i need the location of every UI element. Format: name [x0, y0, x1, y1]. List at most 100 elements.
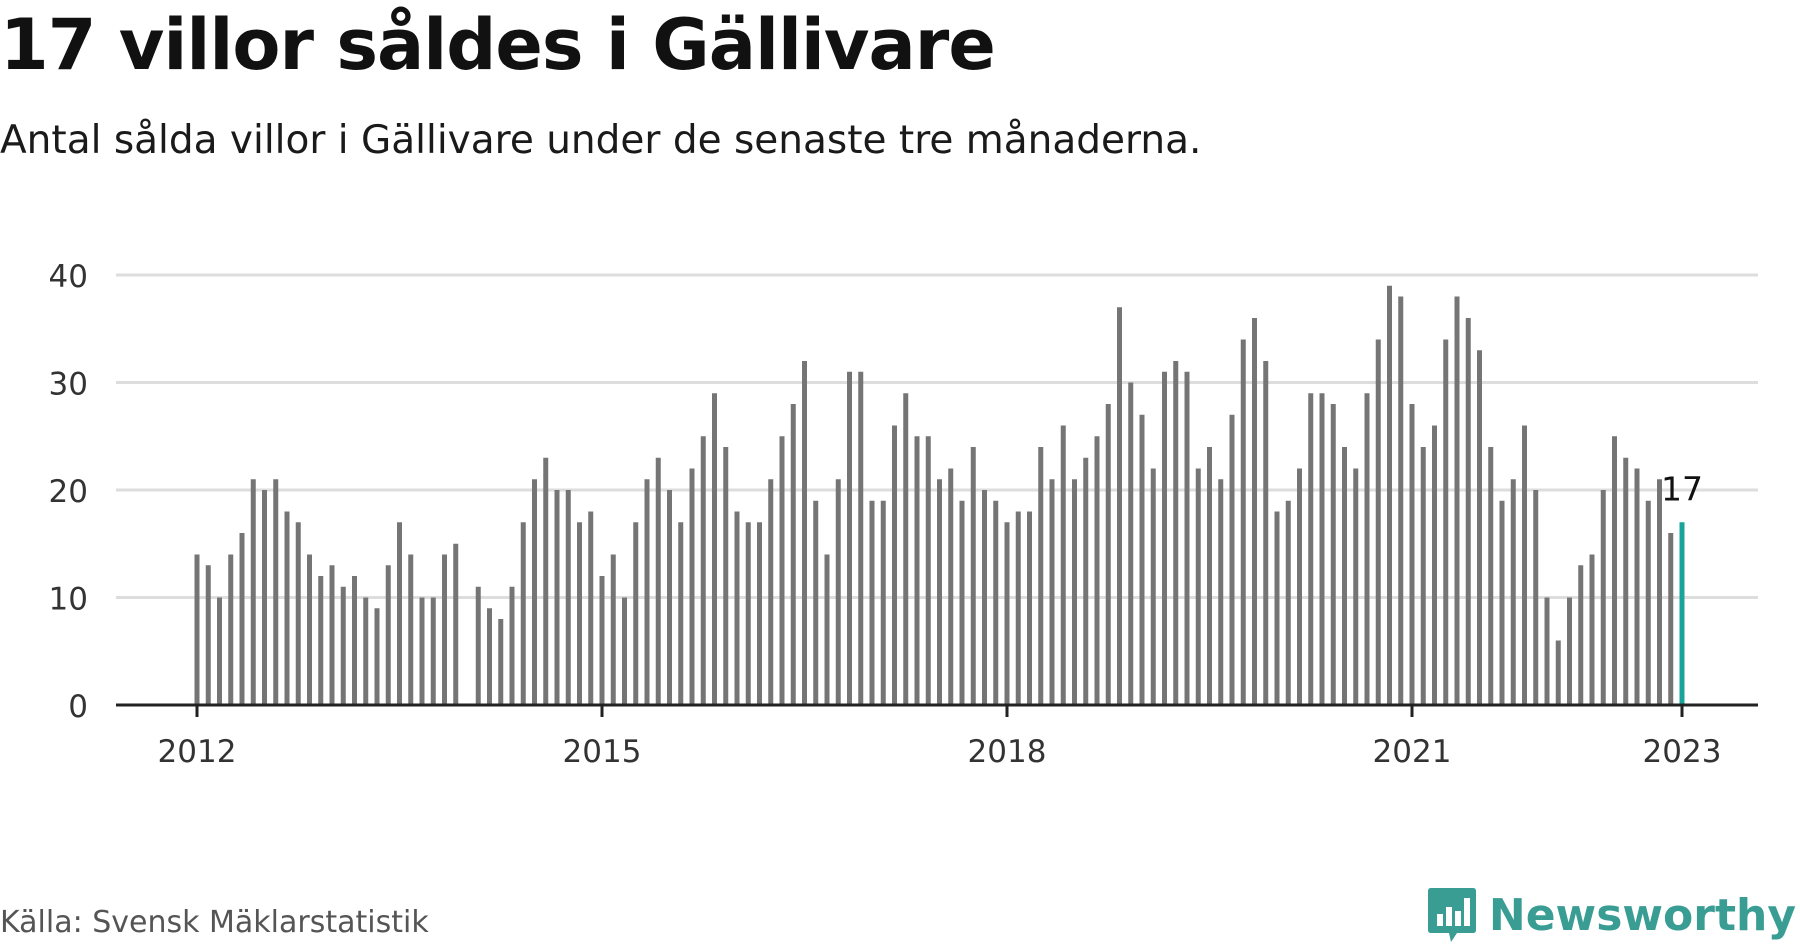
bar	[723, 447, 729, 705]
bar	[1522, 425, 1527, 705]
bar	[993, 500, 999, 705]
bar	[228, 554, 234, 705]
bar	[1454, 296, 1460, 705]
bar	[397, 522, 402, 705]
bar	[1015, 511, 1021, 705]
bar	[1420, 447, 1426, 705]
bar	[1195, 468, 1201, 705]
bar	[577, 522, 582, 705]
bar	[543, 457, 549, 705]
bar	[1533, 490, 1539, 705]
bar	[408, 554, 414, 705]
x-tick-label: 2015	[563, 734, 642, 770]
bar	[1263, 361, 1269, 705]
bar	[1657, 479, 1662, 705]
bar	[1544, 597, 1550, 705]
bar	[1364, 393, 1370, 705]
chart-title: 17 villor såldes i Gällivare	[0, 4, 996, 86]
bar	[982, 490, 987, 705]
chart-subtitle: Antal sålda villor i Gällivare under de …	[0, 118, 1202, 163]
bar	[352, 576, 357, 705]
bar	[273, 479, 279, 705]
bar	[1105, 404, 1111, 705]
bar	[1555, 640, 1561, 705]
bar	[1443, 339, 1449, 705]
bar	[1072, 479, 1077, 705]
bar	[1128, 382, 1134, 705]
bar	[1027, 511, 1032, 705]
bar	[1353, 468, 1359, 705]
bar	[509, 586, 515, 705]
bar	[880, 500, 886, 705]
bar	[498, 619, 504, 705]
bar	[1117, 307, 1122, 705]
bar	[689, 468, 695, 705]
bar	[194, 554, 200, 705]
bar	[779, 436, 785, 705]
bar	[1375, 339, 1381, 705]
bar	[1094, 436, 1100, 705]
bar	[239, 533, 245, 705]
bar	[1342, 447, 1347, 705]
bar	[340, 586, 346, 705]
bar	[948, 468, 954, 705]
bar	[1229, 414, 1235, 705]
x-tick-label: 2023	[1643, 734, 1722, 770]
x-tick-label: 2018	[968, 734, 1047, 770]
bar	[1600, 490, 1606, 705]
x-tick-label: 2012	[158, 734, 237, 770]
bar	[644, 479, 650, 705]
bar	[205, 565, 211, 705]
bar	[1432, 425, 1437, 705]
bar	[1578, 565, 1584, 705]
bar-chart: 0 10 20 30 40 17 2012 2015 2018 2021 2023	[49, 259, 1758, 770]
bar	[453, 543, 459, 705]
bar	[532, 479, 537, 705]
bar	[970, 447, 976, 705]
y-tick-label: 20	[49, 474, 88, 510]
bar	[700, 436, 706, 705]
bar	[824, 554, 830, 705]
bar	[1387, 285, 1392, 705]
bar	[1207, 447, 1212, 705]
bar	[610, 554, 616, 705]
brand-logo[interactable]: Newsworthy	[1427, 886, 1796, 944]
bar	[599, 576, 605, 705]
bar	[937, 479, 942, 705]
bar	[1409, 404, 1415, 705]
bar	[1049, 479, 1055, 705]
source-note: Källa: Svensk Mäklarstatistik	[0, 905, 429, 940]
bar	[1252, 318, 1257, 705]
bar	[1150, 468, 1156, 705]
bar	[858, 371, 864, 705]
bar	[633, 522, 639, 705]
newsworthy-logo-icon	[1427, 888, 1476, 942]
highlight-value-label: 17	[1661, 469, 1703, 508]
bar	[1004, 522, 1010, 705]
bar	[1060, 425, 1066, 705]
bar	[430, 597, 436, 705]
bar	[813, 500, 819, 705]
bar	[1083, 457, 1089, 705]
bar	[1173, 361, 1179, 705]
bar	[757, 522, 762, 705]
bar-highlight	[1679, 522, 1685, 705]
bar	[374, 608, 380, 705]
bar	[565, 490, 571, 705]
bar	[667, 490, 672, 705]
bar	[1465, 318, 1471, 705]
y-tick-label: 30	[49, 367, 88, 403]
bar	[250, 479, 256, 705]
bar	[1038, 447, 1044, 705]
bar	[318, 576, 324, 705]
bar	[1668, 533, 1674, 705]
bar	[1240, 339, 1246, 705]
bar	[1398, 296, 1404, 705]
bar	[847, 371, 852, 705]
bar	[487, 608, 492, 705]
bar	[1218, 479, 1224, 705]
bar	[1589, 554, 1595, 705]
bar	[475, 586, 481, 705]
bar	[1162, 371, 1167, 705]
bar	[1623, 457, 1629, 705]
